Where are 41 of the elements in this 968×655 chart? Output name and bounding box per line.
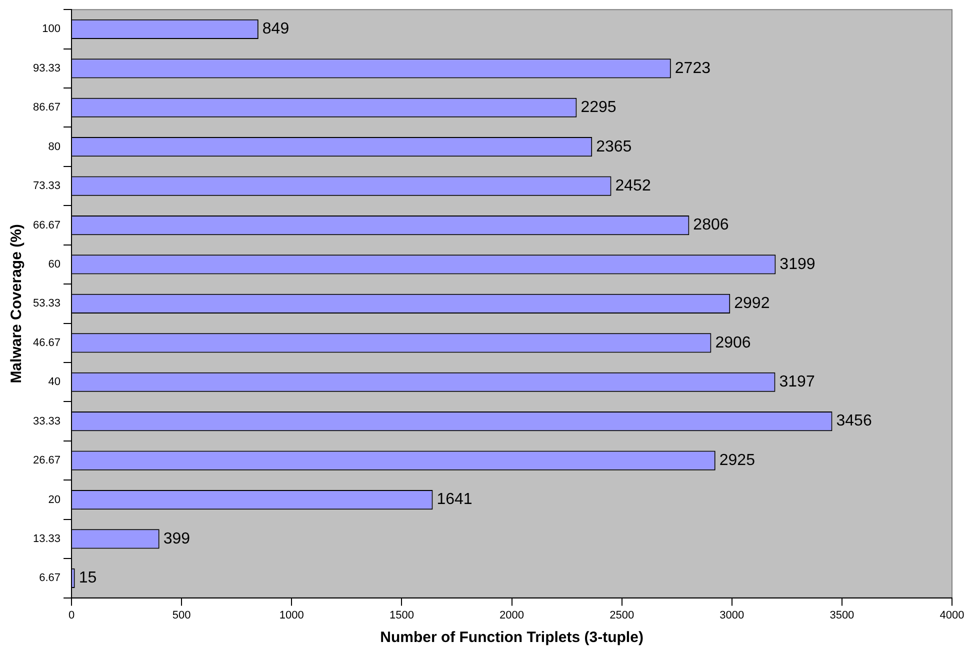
x-tick-label: 2500 [610, 609, 634, 622]
x-tick-label: 3500 [830, 609, 854, 622]
x-tick-label: 500 [172, 609, 191, 622]
x-tick-label: 4000 [940, 609, 964, 622]
x-tick-label: 1500 [389, 609, 414, 622]
y-tick-label: 46.67 [32, 336, 61, 349]
y-tick-label: 53.33 [32, 298, 61, 310]
data-label: 2365 [596, 138, 632, 156]
data-label: 2452 [615, 177, 651, 194]
data-label: 2992 [734, 295, 770, 312]
data-label: 2906 [715, 334, 751, 352]
y-axis-title: Malware Coverage (%) [8, 224, 26, 384]
data-label: 2806 [693, 216, 729, 234]
data-label: 1641 [436, 491, 472, 508]
y-tick-label: 66.67 [32, 219, 61, 232]
y-tick-label: 20 [48, 494, 61, 506]
y-tick-label: 26.67 [32, 454, 61, 467]
data-label: 15 [78, 570, 97, 587]
data-label: 3456 [836, 412, 872, 430]
data-label: 3197 [779, 374, 815, 391]
data-label: 2295 [580, 99, 616, 116]
data-label: 3199 [780, 256, 816, 273]
y-tick-label: 86.67 [32, 102, 61, 114]
data-label: 2723 [674, 60, 711, 77]
data-label: 849 [262, 20, 290, 38]
x-tick-label: 3000 [720, 609, 744, 622]
y-tick-label: 13.33 [32, 533, 61, 546]
y-tick-label: 40 [48, 376, 61, 388]
x-tick-label: 1000 [279, 609, 304, 622]
y-tick-label: 100 [42, 23, 61, 36]
y-tick-label: 33.33 [32, 415, 61, 428]
x-tick-label: 0 [68, 609, 75, 622]
data-label: 2925 [719, 452, 756, 469]
y-tick-label: 73.33 [32, 180, 61, 192]
data-label: 399 [163, 530, 190, 548]
y-tick-label: 6.67 [39, 572, 61, 584]
y-tick-label: 60 [48, 258, 61, 271]
y-tick-label: 80 [48, 140, 61, 153]
x-tick-label: 2000 [500, 609, 524, 622]
y-tick-label: 93.33 [32, 62, 61, 74]
x-axis-title: Number of Function Triplets (3-tuple) [380, 629, 644, 646]
